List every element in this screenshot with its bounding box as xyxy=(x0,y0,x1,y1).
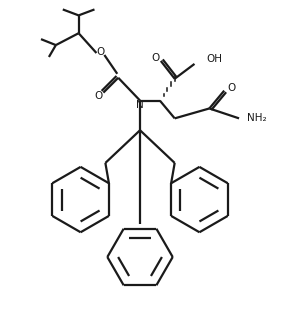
Text: O: O xyxy=(152,53,160,63)
Text: O: O xyxy=(96,47,105,57)
Text: NH₂: NH₂ xyxy=(247,113,267,123)
Text: O: O xyxy=(94,90,103,100)
Text: OH: OH xyxy=(206,54,223,64)
Text: O: O xyxy=(227,83,235,93)
Text: N: N xyxy=(136,100,144,110)
